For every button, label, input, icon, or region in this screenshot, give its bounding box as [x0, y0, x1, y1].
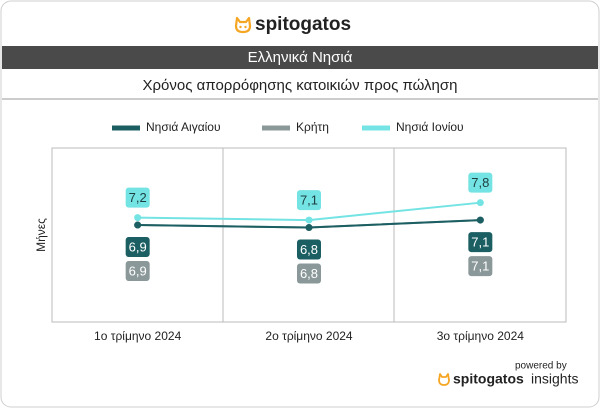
plot-frame — [51, 147, 567, 323]
powered-by: powered by — [515, 361, 567, 372]
value-label-box — [125, 237, 150, 258]
value-label-box — [297, 239, 321, 260]
value-label: 7,2 — [129, 190, 147, 205]
chart-subtitle: Χρόνος απορρόφησης κατοικιών προς πώληση — [143, 77, 458, 94]
x-tick-label: 1ο τρίμηνο 2024 — [94, 329, 182, 343]
value-label: 6,9 — [129, 239, 147, 254]
y-axis-label: Μήνες — [34, 218, 48, 252]
value-label-box — [468, 232, 493, 253]
value-label-box — [468, 172, 493, 193]
value-label-box — [468, 256, 493, 277]
data-point — [476, 199, 484, 207]
footer-suffix: insights — [531, 371, 578, 387]
legend-label: Νησιά Αιγαίου — [146, 120, 221, 134]
value-label-box — [297, 263, 321, 284]
value-label: 6,8 — [300, 266, 318, 281]
data-point — [305, 224, 313, 232]
x-tick-label: 3ο τρίμηνο 2024 — [437, 329, 525, 343]
value-label: 7,8 — [471, 175, 489, 190]
value-label-box — [125, 261, 150, 282]
value-label-box — [125, 187, 150, 208]
value-label: 6,8 — [300, 242, 318, 257]
value-label: 7,1 — [471, 259, 489, 274]
data-point — [134, 214, 142, 222]
value-label: 7,1 — [471, 235, 489, 250]
data-point — [305, 216, 313, 224]
value-label-box — [297, 190, 321, 211]
data-point — [134, 221, 142, 229]
footer-logo-icon — [438, 373, 450, 386]
title-bar — [2, 46, 598, 69]
legend-label: Νησιά Ιονίου — [396, 120, 464, 134]
chart-title: Ελληνικά Νησιά — [248, 49, 353, 66]
data-point — [476, 216, 484, 224]
footer-brand: spitogatos — [453, 371, 524, 387]
value-label: 7,1 — [300, 193, 318, 208]
logo-icon — [234, 16, 252, 34]
value-label: 6,9 — [129, 263, 147, 278]
logo-text: spitogatos — [255, 14, 351, 35]
legend-label: Κρήτη — [296, 120, 329, 134]
x-tick-label: 2ο τρίμηνο 2024 — [265, 329, 353, 343]
